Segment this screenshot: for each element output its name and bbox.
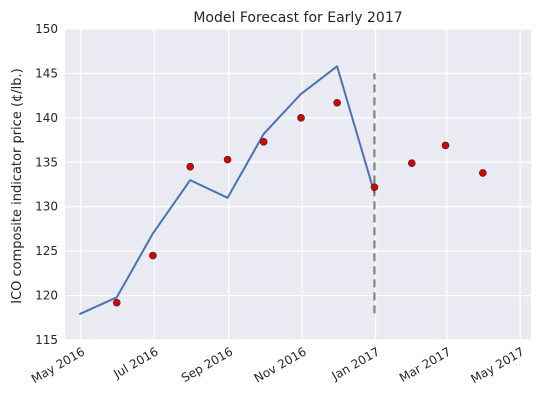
forecast-point <box>333 98 341 107</box>
y-tick-label: 140 <box>35 111 58 125</box>
x-tick-label: Jul 2016 <box>110 344 160 381</box>
y-tick-label: 150 <box>35 22 58 36</box>
forecast-point <box>441 141 450 150</box>
y-tick-label: 145 <box>35 66 58 80</box>
actual-price-line <box>78 65 376 316</box>
x-tick-label: Jan 2017 <box>329 344 383 383</box>
y-axis-label: ICO composite indicator price (¢/lb.) <box>10 68 25 304</box>
x-tick-label: Mar 2017 <box>397 344 453 385</box>
forecast-point <box>112 298 121 307</box>
y-tick-label: 130 <box>35 200 58 214</box>
chart-title: Model Forecast for Early 2017 <box>193 10 402 26</box>
series <box>78 65 487 316</box>
y-tick-label: 115 <box>35 333 58 347</box>
forecast-point <box>479 169 487 177</box>
y-tick-label: 135 <box>35 155 58 169</box>
forecast-point <box>149 251 157 260</box>
x-tick-label: May 2016 <box>29 344 87 386</box>
plot-background <box>65 29 531 340</box>
forecast-point <box>407 159 416 167</box>
forecast-point <box>223 155 232 164</box>
x-tick-label: Nov 2016 <box>252 344 309 385</box>
forecast-point <box>259 138 268 146</box>
forecast-point <box>186 162 195 171</box>
y-tick-label: 125 <box>35 244 58 258</box>
x-tick-label: May 2017 <box>468 344 526 386</box>
forecast-point <box>297 114 305 122</box>
y-tick-label: 120 <box>35 289 58 303</box>
y-tick-labels: 115 120 125 130 135 140 145 150 <box>35 22 58 347</box>
forecast-point <box>370 183 379 191</box>
x-tick-labels: May 2016 Jul 2016 Sep 2016 Nov 2016 Jan 2017… <box>29 344 527 386</box>
x-tick-label: Sep 2016 <box>179 344 235 385</box>
